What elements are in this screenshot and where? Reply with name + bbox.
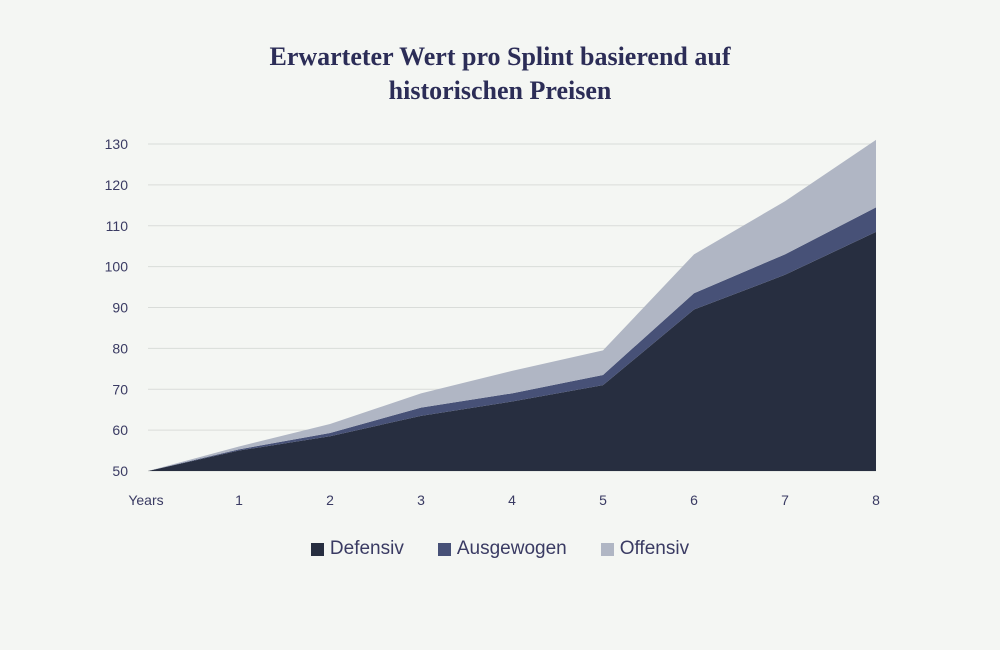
y-tick-label: 110: [106, 218, 129, 234]
chart-legend: Defensiv Ausgewogen Offensiv: [0, 538, 1000, 560]
y-tick-label: 70: [112, 381, 128, 397]
chart-title: Erwarteter Wert pro Splint basierend auf…: [269, 42, 731, 105]
legend-swatch-defensiv: [310, 542, 324, 556]
legend-label-offensiv: Offensiv: [619, 538, 690, 559]
y-tick-label: 120: [105, 177, 129, 193]
legend-label-ausgewogen: Ausgewogen: [456, 538, 567, 559]
y-tick-label: 80: [112, 340, 128, 356]
y-tick-label: 130: [105, 136, 129, 152]
x-tick-label: 4: [508, 492, 516, 508]
area-layer: [148, 139, 876, 472]
x-tick-label: 3: [417, 492, 425, 508]
legend-label-defensiv: Defensiv: [329, 538, 404, 559]
axis-layer: 50 60 70 80 90 100 110 120 130 Years 1 2 3 4 5 6 7 8: [105, 136, 880, 508]
x-tick-label: 1: [235, 492, 243, 508]
legend-item-defensiv: Defensiv: [310, 538, 404, 560]
y-tick-label: 100: [105, 259, 129, 275]
x-tick-label: 7: [781, 492, 789, 508]
x-tick-label: 6: [690, 492, 698, 508]
x-axis-label: Years: [128, 492, 163, 508]
x-tick-label: 2: [326, 492, 334, 508]
y-tick-label: 50: [112, 463, 128, 479]
y-tick-label: 90: [112, 300, 128, 316]
x-tick-label: 5: [599, 492, 607, 508]
legend-swatch-ausgewogen: [437, 542, 451, 556]
x-tick-label: 8: [872, 492, 880, 508]
legend-swatch-offensiv: [600, 542, 614, 556]
area-series-defensiv: [148, 231, 876, 471]
legend-item-offensiv: Offensiv: [600, 538, 690, 560]
y-tick-label: 60: [112, 422, 128, 438]
legend-item-ausgewogen: Ausgewogen: [437, 538, 567, 560]
